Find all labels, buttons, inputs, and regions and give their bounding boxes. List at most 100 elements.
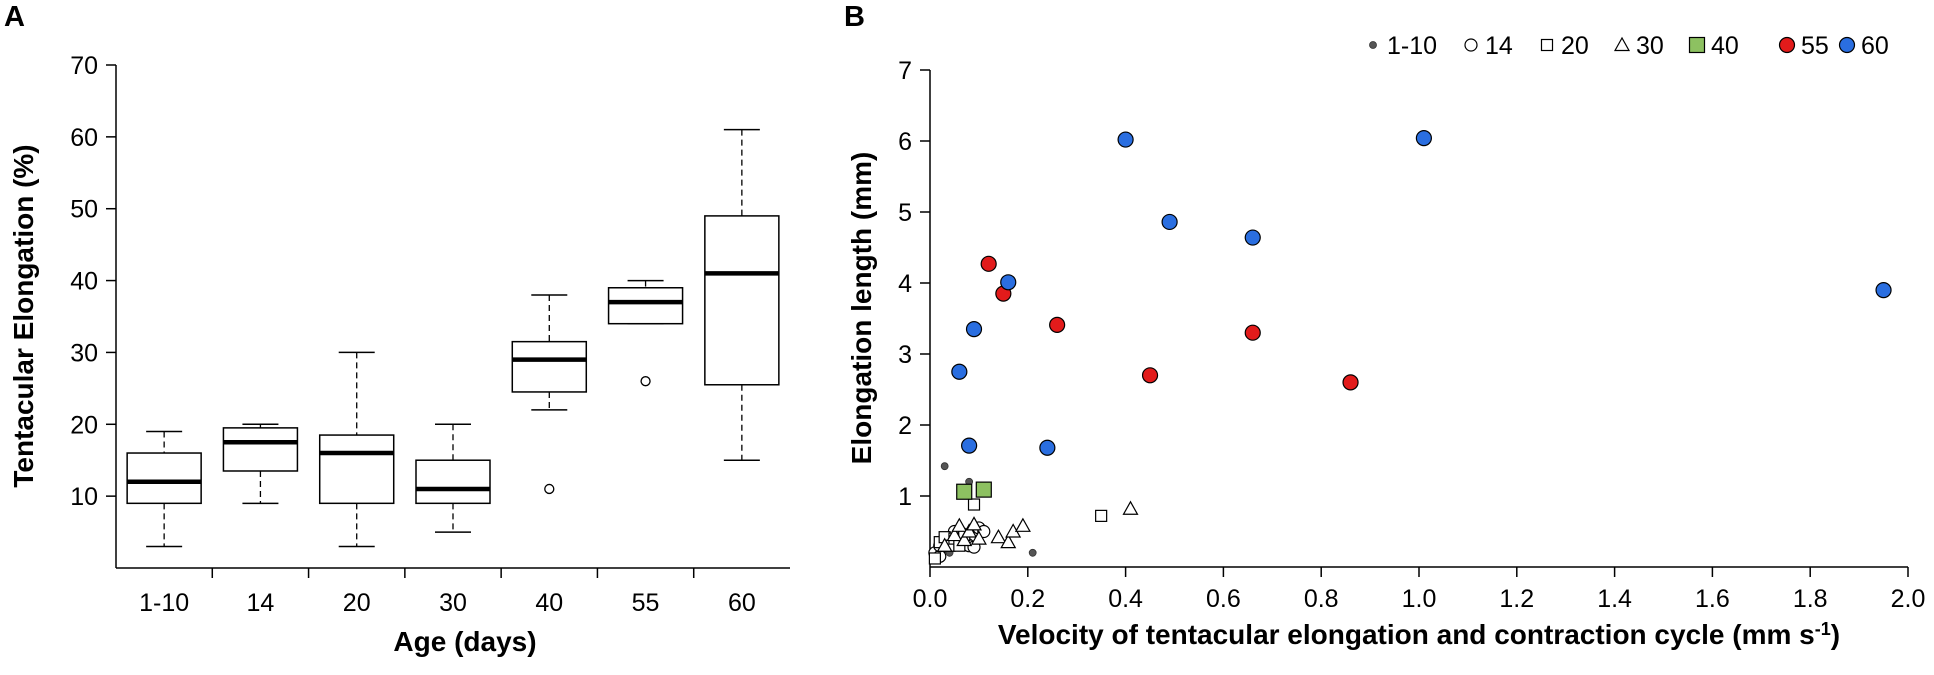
data-point-55 [1342,374,1359,391]
data-point-60 [1415,130,1432,147]
y-tick-label-a: 10 [70,483,98,511]
y-tick-label-a: 70 [70,52,98,80]
y-axis-title-b: Elongation length (mm) [846,152,877,465]
y-tick-label-b: 3 [898,341,912,369]
data-point-1-10 [940,462,949,471]
x-tick-label-a: 20 [343,589,371,617]
y-tick-label-b: 1 [898,483,912,511]
data-point-30 [1000,533,1017,549]
data-point-30 [951,517,968,532]
x-axis-title-b-sup: -1 [1815,619,1831,639]
boxplot-panel-a: 10 20 30 40 50 60 70 1-10 14 20 30 40 55 60 Tentacul… [8,52,790,657]
y-tick-label-a: 30 [70,339,98,367]
x-tick-label-a: 30 [439,589,467,617]
box-iqr [415,459,491,505]
x-tick-label-a: 55 [632,589,660,617]
y-tick-label-a: 50 [70,196,98,224]
x-tick-label-b: 2.0 [1891,585,1926,613]
box-iqr [511,340,588,393]
data-point-55 [1244,324,1261,341]
legend-marker-60 [1838,36,1856,54]
legend-label-30: 30 [1636,32,1664,60]
box-iqr [126,452,202,505]
x-tick-label-b: 1.8 [1793,585,1828,613]
data-point-30 [956,531,973,547]
y-tick-label-b: 5 [898,199,912,227]
box-iqr [704,215,780,386]
panel-a-letter: A [4,1,25,33]
legend-label-60: 60 [1861,32,1889,60]
legend-label-55: 55 [1801,32,1829,60]
legend-label-1-10: 1-10 [1387,32,1437,60]
data-point-60 [1161,213,1178,231]
box-iqr [607,287,684,325]
data-point-55 [1141,367,1159,384]
legend-marker-30 [1613,36,1631,52]
x-tick-label-b: 1.4 [1597,585,1632,613]
y-axis-title-a: Tentacular Elongation (%) [8,144,39,487]
x-tick-label-a: 60 [728,589,756,617]
data-point-60 [1117,131,1134,148]
y-tick-label-b: 4 [898,270,912,298]
y-tick-label-a: 60 [70,124,98,152]
y-tick-label-b: 2 [898,412,912,440]
legend-label-20: 20 [1561,32,1589,60]
data-point-60 [965,321,983,338]
x-tick-label-b: 0.6 [1206,585,1241,613]
x-tick-label-b: 0.8 [1304,585,1339,613]
legend-marker-1-10 [1369,41,1377,49]
x-tick-label-b: 1.6 [1695,585,1730,613]
legend-marker-55 [1778,36,1796,54]
y-tick-label-b: 7 [898,57,912,85]
data-point-30 [1122,500,1139,515]
data-point-20 [967,498,981,511]
x-axis-title-b-main: Velocity of tentacular elongation and co… [998,619,1815,650]
x-axis-title-b: Velocity of tentacular elongation and co… [998,619,1840,650]
panel-b-letter: B [844,1,865,33]
data-point-30 [990,528,1007,544]
data-point-40 [956,483,973,500]
data-point-20 [928,552,941,565]
data-point-30 [1014,517,1031,532]
legend-marker-14 [1464,38,1478,52]
scatter-panel-b: 1 2 3 4 5 6 7 0.0 0.2 0.4 0.6 0.8 1.0 1.2 1.4 1.6 1.8 2.… [846,32,1925,650]
data-point-30 [936,537,953,552]
y-tick-label-a: 40 [70,268,98,296]
box-iqr [222,427,299,472]
y-tick-label-a: 20 [70,411,98,439]
data-point-30 [961,523,978,538]
x-tick-label-b: 0.0 [913,585,948,613]
data-point-60 [951,363,968,380]
data-point-20 [1095,509,1108,522]
legend-marker-40 [1688,36,1706,54]
outlier-point [544,483,555,495]
legend-marker-20 [1540,38,1554,52]
data-point-55 [980,255,997,272]
x-tick-label-a: 40 [535,589,563,617]
data-point-60 [961,437,978,454]
x-tick-label-a: 14 [247,589,275,617]
data-point-60 [1244,229,1261,246]
legend-label-14: 14 [1485,32,1513,60]
data-point-60 [1039,439,1056,456]
data-point-30 [946,526,963,542]
data-point-1-10 [1028,548,1037,557]
box-iqr [318,434,395,505]
data-point-55 [1049,316,1066,333]
x-tick-label-b: 1.2 [1499,585,1534,613]
x-tick-label-b: 0.2 [1010,585,1045,613]
x-tick-label-b: 0.4 [1108,585,1143,613]
x-axis-title-a: Age (days) [393,626,536,657]
legend-b: 1-10 14 20 30 40 55 60 [1369,32,1889,60]
x-axis-title-b-end: ) [1831,619,1840,650]
data-point-60 [1000,274,1017,291]
outlier-point [640,376,651,387]
data-point-30 [970,530,987,545]
x-tick-label-b: 1.0 [1402,585,1437,613]
x-tick-label-a: 1-10 [139,589,189,617]
data-point-30 [965,516,983,531]
data-point-60 [1875,282,1892,299]
y-tick-label-b: 6 [898,128,912,156]
legend-label-40: 40 [1711,32,1739,60]
